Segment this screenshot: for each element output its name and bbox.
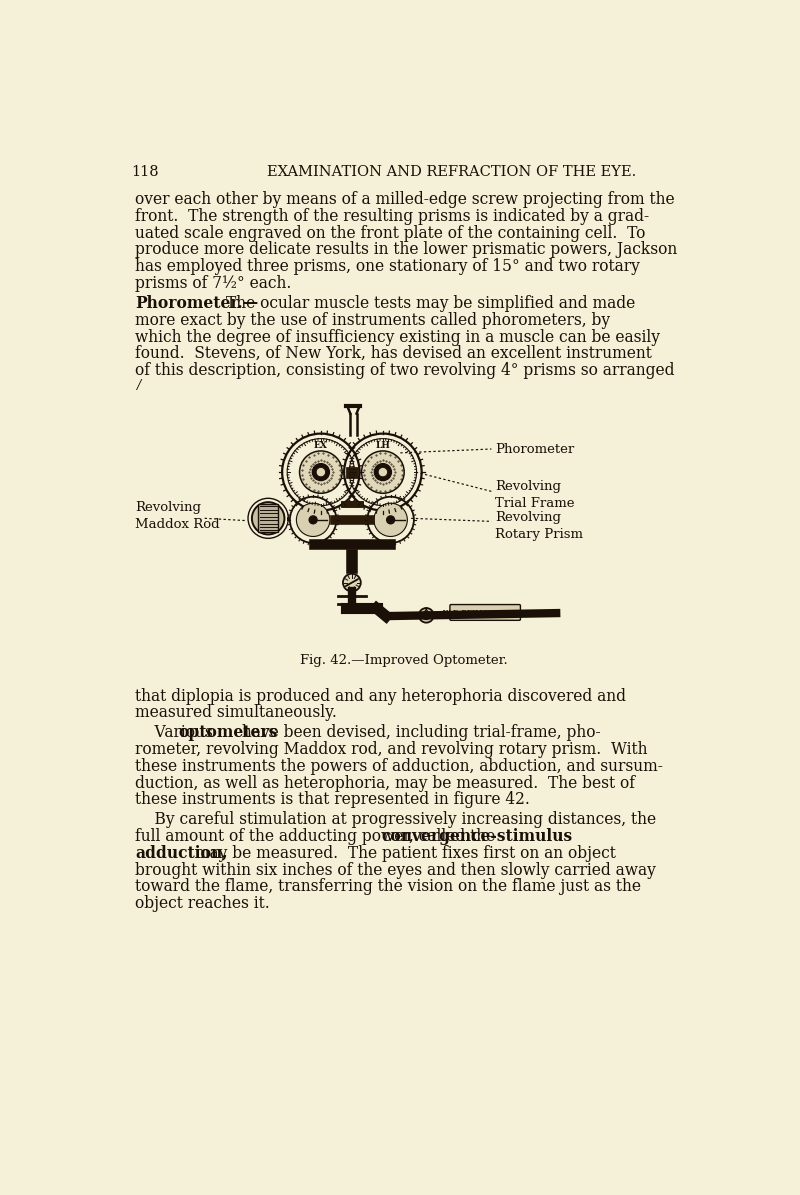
Text: front.  The strength of the resulting prisms is indicated by a grad-: front. The strength of the resulting pri… xyxy=(135,208,649,225)
Text: more exact by the use of instruments called phorometers, by: more exact by the use of instruments cal… xyxy=(135,312,610,329)
Circle shape xyxy=(343,574,361,592)
Circle shape xyxy=(378,467,387,477)
Text: duction, as well as heterophoria, may be measured.  The best of: duction, as well as heterophoria, may be… xyxy=(135,774,635,791)
Circle shape xyxy=(419,608,434,623)
Text: full amount of the adducting power, called the: full amount of the adducting power, call… xyxy=(135,828,500,845)
Text: over each other by means of a milled-edge screw projecting from the: over each other by means of a milled-edg… xyxy=(135,191,674,208)
Bar xyxy=(258,504,278,532)
Text: convergence-stimulus: convergence-stimulus xyxy=(382,828,573,845)
Text: LH: LH xyxy=(375,441,390,451)
Text: brought within six inches of the eyes and then slowly carried away: brought within six inches of the eyes an… xyxy=(135,862,656,878)
Text: Phorometer: Phorometer xyxy=(495,442,574,455)
Bar xyxy=(310,539,394,550)
Circle shape xyxy=(374,503,407,537)
Circle shape xyxy=(316,467,326,477)
Text: has employed three prisms, one stationary of 15° and two rotary: has employed three prisms, one stationar… xyxy=(135,258,640,275)
Circle shape xyxy=(362,451,404,494)
Text: 118: 118 xyxy=(131,165,158,179)
Circle shape xyxy=(296,503,330,537)
Text: these instruments the powers of adduction, abduction, and sursum-: these instruments the powers of adductio… xyxy=(135,758,662,774)
Text: W. F. REIMOLD, PHILA.: W. F. REIMOLD, PHILA. xyxy=(442,608,529,617)
FancyBboxPatch shape xyxy=(450,605,521,620)
Circle shape xyxy=(312,464,330,480)
Text: Revolving
Maddox Rod: Revolving Maddox Rod xyxy=(135,501,219,531)
Text: have been devised, including trial-frame, pho-: have been devised, including trial-frame… xyxy=(237,724,601,741)
Text: Revolving
Trial Frame: Revolving Trial Frame xyxy=(495,480,574,510)
Text: that diplopia is produced and any heterophoria discovered and: that diplopia is produced and any hetero… xyxy=(135,687,626,705)
Text: /: / xyxy=(137,379,141,392)
Circle shape xyxy=(252,502,285,534)
Text: By careful stimulation at progressively increasing distances, the: By careful stimulation at progressively … xyxy=(135,811,656,828)
Circle shape xyxy=(374,464,391,480)
Text: uated scale engraved on the front plate of the containing cell.  To: uated scale engraved on the front plate … xyxy=(135,225,646,241)
Text: may be measured.  The patient fixes first on an object: may be measured. The patient fixes first… xyxy=(190,845,616,862)
Text: found.  Stevens, of New York, has devised an excellent instrument: found. Stevens, of New York, has devised… xyxy=(135,345,652,362)
Bar xyxy=(330,515,374,525)
Text: adduction,: adduction, xyxy=(135,845,227,862)
Circle shape xyxy=(309,516,317,523)
Bar xyxy=(346,467,358,478)
Text: EXAMINATION AND REFRACTION OF THE EYE.: EXAMINATION AND REFRACTION OF THE EYE. xyxy=(267,165,637,179)
Text: object reaches it.: object reaches it. xyxy=(135,895,270,912)
Text: which the degree of insufficiency existing in a muscle can be easily: which the degree of insufficiency existi… xyxy=(135,329,660,345)
Text: Revolving
Rotary Prism: Revolving Rotary Prism xyxy=(495,511,583,541)
Text: The ocular muscle tests may be simplified and made: The ocular muscle tests may be simplifie… xyxy=(226,295,635,312)
Text: Phorometer.—: Phorometer.— xyxy=(135,295,258,312)
Text: these instruments is that represented in figure 42.: these instruments is that represented in… xyxy=(135,791,530,809)
Text: of this description, consisting of two revolving 4° prisms so arranged: of this description, consisting of two r… xyxy=(135,362,674,379)
Circle shape xyxy=(386,516,394,523)
Text: optometers: optometers xyxy=(178,724,278,741)
Text: produce more delicate results in the lower prismatic powers, Jackson: produce more delicate results in the low… xyxy=(135,241,677,258)
Bar xyxy=(341,501,362,507)
Text: measured simultaneously.: measured simultaneously. xyxy=(135,704,337,722)
Text: Fig. 42.—Improved Optometer.: Fig. 42.—Improved Optometer. xyxy=(300,654,508,667)
Text: EX: EX xyxy=(314,441,328,451)
Text: toward the flame, transferring the vision on the flame just as the: toward the flame, transferring the visio… xyxy=(135,878,641,895)
Text: prisms of 7½° each.: prisms of 7½° each. xyxy=(135,275,291,292)
Circle shape xyxy=(299,451,342,494)
Text: Various: Various xyxy=(135,724,218,741)
Text: rometer, revolving Maddox rod, and revolving rotary prism.  With: rometer, revolving Maddox rod, and revol… xyxy=(135,741,647,758)
Bar xyxy=(346,550,358,572)
